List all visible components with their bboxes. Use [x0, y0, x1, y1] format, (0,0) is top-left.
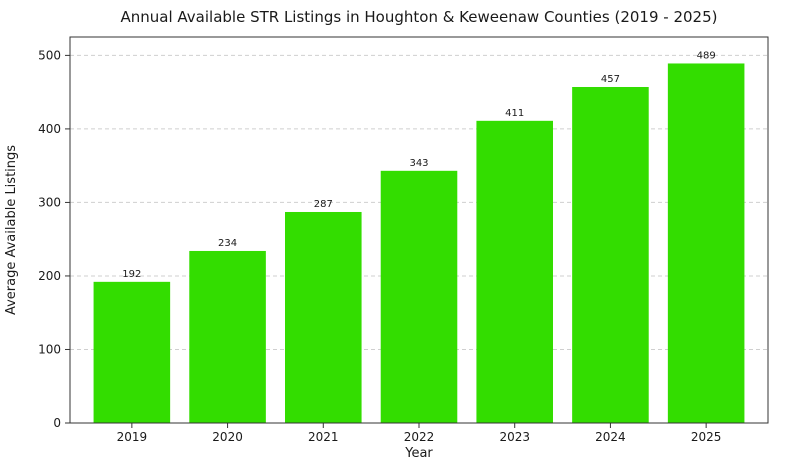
- x-tick-label-2019: 2019: [117, 430, 148, 444]
- plot-frame: [69, 36, 769, 424]
- bar-2022: [380, 170, 458, 423]
- x-axis-title: Year: [404, 446, 433, 461]
- data-label-2022: 343: [409, 158, 428, 169]
- grid-lines: [70, 54, 768, 350]
- data-label-2021: 287: [314, 199, 333, 210]
- y-tick-label: 200: [38, 269, 61, 283]
- chart-title: Annual Available STR Listings in Houghto…: [121, 8, 718, 26]
- x-tick-label-2020: 2020: [212, 430, 243, 444]
- y-tick-label: 300: [38, 195, 61, 209]
- y-tick-label: 500: [38, 48, 61, 62]
- y-tick-label: 100: [38, 342, 61, 356]
- x-tick-label-2022: 2022: [404, 430, 435, 444]
- bar-2024: [572, 86, 649, 424]
- bar-2023: [476, 120, 553, 424]
- x-tick-label-2021: 2021: [308, 430, 339, 444]
- bar-2020: [189, 250, 266, 423]
- y-tick-label: 400: [38, 122, 61, 136]
- bar-2025: [667, 63, 745, 424]
- y-axis-title: Average Available Listings: [4, 145, 19, 315]
- x-tick-label-2024: 2024: [595, 430, 626, 444]
- x-tick-label-2025: 2025: [691, 430, 722, 444]
- data-label-2020: 234: [218, 238, 237, 249]
- bar-2019: [93, 281, 171, 423]
- bars: [93, 63, 745, 424]
- y-axis: 0 100 200 300 400 500: [38, 48, 70, 430]
- x-axis: 2019 2020 2021 2022 2023 2024 2025: [117, 423, 722, 444]
- y-tick-label: 0: [53, 416, 61, 430]
- bar-2021: [285, 211, 362, 423]
- x-tick-label-2023: 2023: [499, 430, 530, 444]
- data-labels: 192 234 287 343 411 457 489: [122, 50, 715, 279]
- data-label-2019: 192: [122, 269, 141, 280]
- data-label-2023: 411: [505, 108, 524, 119]
- data-label-2024: 457: [601, 74, 620, 85]
- data-label-2025: 489: [697, 50, 716, 61]
